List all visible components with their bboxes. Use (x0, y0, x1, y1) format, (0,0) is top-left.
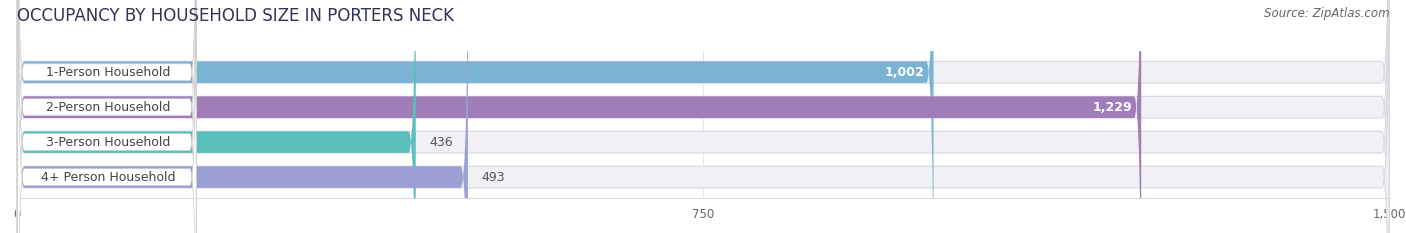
FancyBboxPatch shape (17, 0, 1389, 233)
Text: 3-Person Household: 3-Person Household (46, 136, 170, 149)
Text: 436: 436 (429, 136, 453, 149)
FancyBboxPatch shape (17, 0, 1142, 233)
Text: Source: ZipAtlas.com: Source: ZipAtlas.com (1264, 7, 1389, 20)
FancyBboxPatch shape (18, 0, 197, 233)
Text: OCCUPANCY BY HOUSEHOLD SIZE IN PORTERS NECK: OCCUPANCY BY HOUSEHOLD SIZE IN PORTERS N… (17, 7, 454, 25)
FancyBboxPatch shape (17, 0, 934, 233)
FancyBboxPatch shape (17, 0, 416, 233)
FancyBboxPatch shape (18, 0, 197, 233)
FancyBboxPatch shape (17, 0, 1389, 233)
Text: 1,229: 1,229 (1092, 101, 1132, 114)
Text: 4+ Person Household: 4+ Person Household (41, 171, 176, 184)
FancyBboxPatch shape (18, 0, 197, 233)
Text: 1-Person Household: 1-Person Household (46, 66, 170, 79)
FancyBboxPatch shape (17, 0, 1389, 233)
FancyBboxPatch shape (18, 0, 197, 233)
FancyBboxPatch shape (17, 0, 1389, 233)
Text: 1,002: 1,002 (884, 66, 924, 79)
Text: 2-Person Household: 2-Person Household (46, 101, 170, 114)
Text: 493: 493 (482, 171, 505, 184)
FancyBboxPatch shape (17, 0, 468, 233)
